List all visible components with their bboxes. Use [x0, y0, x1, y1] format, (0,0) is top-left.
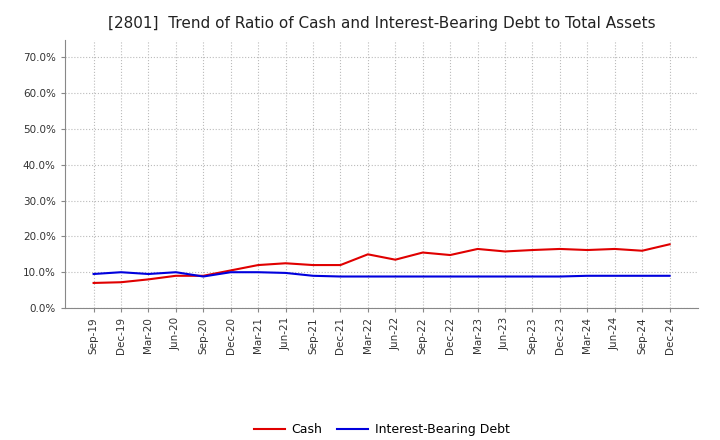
Cash [199, 273, 207, 279]
Interest-Bearing Debt [117, 270, 125, 275]
Cash [583, 247, 592, 253]
Cash [391, 257, 400, 262]
Cash [638, 248, 647, 253]
Cash [171, 273, 180, 279]
Interest-Bearing Debt [282, 270, 290, 275]
Interest-Bearing Debt [418, 274, 427, 279]
Interest-Bearing Debt [199, 274, 207, 279]
Cash [665, 242, 674, 247]
Interest-Bearing Debt [611, 273, 619, 279]
Cash [446, 253, 454, 258]
Interest-Bearing Debt [473, 274, 482, 279]
Cash [117, 279, 125, 285]
Interest-Bearing Debt [89, 271, 98, 277]
Interest-Bearing Debt [309, 273, 318, 279]
Cash [282, 260, 290, 266]
Interest-Bearing Debt [665, 273, 674, 279]
Cash [418, 250, 427, 255]
Interest-Bearing Debt [171, 270, 180, 275]
Cash [144, 277, 153, 282]
Line: Interest-Bearing Debt: Interest-Bearing Debt [94, 272, 670, 276]
Cash [364, 252, 372, 257]
Interest-Bearing Debt [336, 274, 345, 279]
Cash [336, 262, 345, 268]
Cash [611, 246, 619, 252]
Interest-Bearing Debt [144, 271, 153, 277]
Interest-Bearing Debt [446, 274, 454, 279]
Title: [2801]  Trend of Ratio of Cash and Interest-Bearing Debt to Total Assets: [2801] Trend of Ratio of Cash and Intere… [108, 16, 655, 32]
Interest-Bearing Debt [638, 273, 647, 279]
Interest-Bearing Debt [226, 270, 235, 275]
Line: Cash: Cash [94, 244, 670, 283]
Cash [528, 247, 537, 253]
Cash [500, 249, 509, 254]
Interest-Bearing Debt [528, 274, 537, 279]
Interest-Bearing Debt [391, 274, 400, 279]
Cash [89, 280, 98, 286]
Legend: Cash, Interest-Bearing Debt: Cash, Interest-Bearing Debt [248, 418, 515, 440]
Cash [254, 262, 263, 268]
Interest-Bearing Debt [254, 270, 263, 275]
Interest-Bearing Debt [364, 274, 372, 279]
Cash [226, 268, 235, 273]
Cash [473, 246, 482, 252]
Cash [556, 246, 564, 252]
Interest-Bearing Debt [556, 274, 564, 279]
Cash [309, 262, 318, 268]
Interest-Bearing Debt [583, 273, 592, 279]
Interest-Bearing Debt [500, 274, 509, 279]
